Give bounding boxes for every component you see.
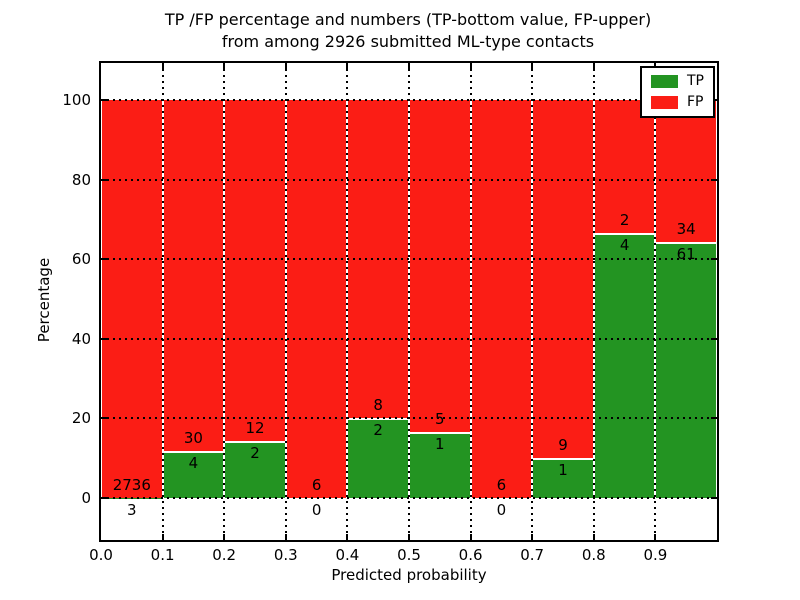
- gridline-vertical: [223, 63, 226, 540]
- gridline-vertical: [654, 63, 657, 540]
- x-tick-label: 0.3: [273, 546, 298, 564]
- legend-swatch-tp: [651, 75, 678, 88]
- tp-count-label: 3: [127, 500, 137, 519]
- tp-count-label: 4: [619, 235, 630, 254]
- y-tick-mark-left: [101, 337, 107, 340]
- tp-count-label: 0: [496, 501, 507, 519]
- x-tick-label: 0.7: [520, 546, 545, 564]
- y-tick-label: 80: [71, 170, 91, 189]
- y-tick-mark-left: [101, 258, 107, 261]
- y-tick-label: 40: [71, 329, 91, 348]
- y-tick-mark-right: [711, 337, 717, 340]
- bar-fp-segment: [593, 100, 656, 233]
- bar-fp-segment: [224, 100, 286, 442]
- x-tick-label: 0.5: [397, 546, 421, 564]
- y-tick-mark-right: [711, 178, 717, 181]
- gridline-vertical: [284, 63, 287, 540]
- fp-count-label: 12: [245, 419, 265, 438]
- x-tick-label: 0.1: [150, 546, 175, 564]
- x-tick-mark-top: [223, 63, 226, 69]
- bar-tp-segment: [655, 242, 717, 498]
- gridline-vertical: [161, 63, 164, 540]
- gridline-vertical: [469, 63, 472, 540]
- y-tick-mark-left: [101, 417, 107, 420]
- x-tick-mark-top: [469, 63, 472, 69]
- y-tick-mark-right: [711, 417, 717, 420]
- gridline-vertical: [346, 63, 349, 540]
- y-tick-mark-left: [101, 178, 107, 181]
- x-tick-mark-bottom: [654, 534, 657, 540]
- bar-fp-segment: [655, 100, 717, 243]
- fp-count-label: 8: [373, 396, 383, 415]
- x-tick-mark-bottom: [346, 534, 349, 540]
- x-axis-label: Predicted probability: [331, 566, 487, 584]
- y-tick-mark-right: [711, 258, 717, 261]
- fp-count-label: 2736: [112, 475, 151, 494]
- bar-tp-segment: [593, 232, 656, 498]
- x-tick-mark-top: [284, 63, 287, 69]
- y-tick-label: 20: [71, 409, 91, 428]
- x-tick-label: 0.0: [89, 546, 113, 564]
- bar-fp-segment: [101, 100, 163, 498]
- y-tick-label: 100: [62, 91, 91, 109]
- legend: TP FP: [640, 66, 715, 118]
- x-tick-label: 0.2: [212, 546, 237, 564]
- x-tick-label: 0.8: [581, 546, 606, 564]
- x-tick-label: 0.6: [458, 546, 483, 564]
- x-tick-mark-top: [161, 63, 164, 69]
- chart-title-line1: TP /FP percentage and numbers (TP-bottom…: [164, 10, 652, 29]
- y-tick-mark-left: [101, 99, 107, 101]
- fp-count-label: 6: [311, 476, 322, 494]
- tp-count-label: 2: [373, 421, 383, 440]
- fp-count-label: 34: [676, 220, 696, 239]
- gridline-vertical: [531, 63, 534, 540]
- bar-fp-segment: [162, 100, 225, 452]
- tp-count-label: 2: [250, 444, 260, 463]
- tp-count-label: 1: [435, 434, 445, 453]
- x-tick-label: 0.4: [335, 546, 360, 564]
- x-tick-label: 0.9: [643, 546, 668, 564]
- gridline-vertical: [408, 63, 410, 540]
- fp-count-label: 30: [183, 429, 203, 448]
- bar-fp-segment: [285, 100, 348, 498]
- y-tick-label: 0: [81, 489, 91, 507]
- legend-swatch-fp: [651, 96, 678, 109]
- bar-fp-segment: [532, 100, 594, 459]
- fp-count-label: 5: [435, 409, 445, 428]
- legend-entry-tp: TP: [651, 74, 704, 89]
- gridline-vertical: [592, 63, 595, 540]
- legend-label-fp: FP: [687, 94, 704, 110]
- x-tick-mark-bottom: [469, 534, 472, 540]
- y-tick-mark-left: [101, 497, 107, 499]
- legend-label-tp: TP: [687, 73, 704, 89]
- legend-entry-fp: FP: [651, 95, 704, 110]
- x-tick-mark-bottom: [408, 534, 410, 540]
- x-tick-mark-bottom: [592, 534, 595, 540]
- bar-fp-segment: [409, 100, 471, 432]
- fp-count-label: 2: [619, 210, 630, 229]
- x-tick-mark-top: [592, 63, 595, 69]
- x-tick-mark-bottom: [531, 534, 534, 540]
- fp-count-label: 9: [558, 436, 568, 455]
- fp-count-label: 6: [496, 476, 507, 494]
- x-tick-mark-top: [408, 63, 410, 69]
- chart-title: TP /FP percentage and numbers (TP-bottom…: [90, 9, 726, 53]
- x-tick-mark-top: [346, 63, 349, 69]
- tp-count-label: 1: [558, 461, 568, 480]
- y-tick-label: 60: [71, 250, 91, 269]
- chart-title-line2: from among 2926 submitted ML-type contac…: [221, 32, 595, 51]
- x-tick-mark-bottom: [284, 534, 287, 540]
- x-tick-mark-bottom: [223, 534, 226, 540]
- bar-fp-segment: [470, 100, 533, 498]
- x-tick-mark-bottom: [161, 534, 164, 540]
- tp-count-label: 4: [188, 454, 199, 473]
- x-tick-mark-top: [531, 63, 534, 69]
- plot-area: TP FP 2736 3 30 4 12 2 6 0 8 2 5 1 6 0 9 1 2 4 34 61: [99, 61, 719, 542]
- tp-count-label: 0: [311, 501, 322, 519]
- y-tick-mark-right: [711, 497, 717, 499]
- tp-count-label: 61: [676, 245, 696, 264]
